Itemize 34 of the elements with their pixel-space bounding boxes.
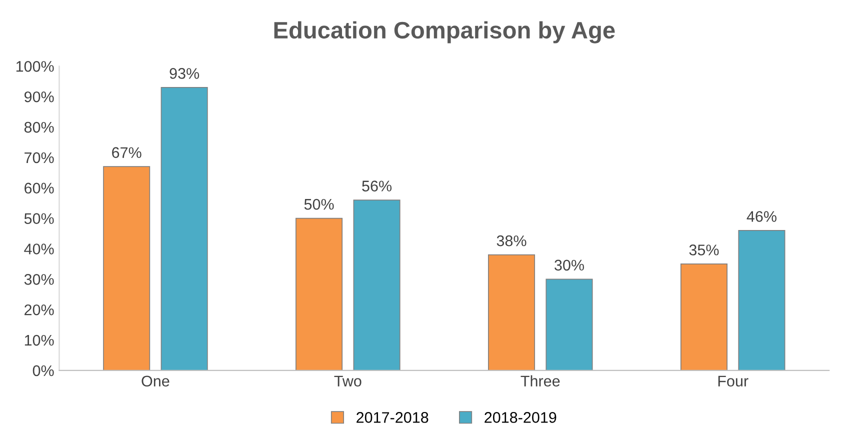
data-label: 46% <box>746 211 776 222</box>
bar <box>738 230 786 370</box>
y-tick-label: 10% <box>24 334 54 346</box>
bar <box>296 218 343 370</box>
x-tick-label: One <box>142 376 170 387</box>
y-tick-label: 0% <box>32 365 54 376</box>
y-tick-label: 50% <box>24 213 54 224</box>
data-label: 56% <box>362 180 392 192</box>
data-label: 50% <box>304 198 334 210</box>
y-tick-label: 40% <box>24 244 54 254</box>
legend-label: 2017-2018 <box>356 412 428 423</box>
y-tick-label: 90% <box>24 91 54 102</box>
bar <box>680 264 728 370</box>
y-tick-label: 20% <box>24 304 54 316</box>
bar <box>546 278 593 370</box>
data-label: 67% <box>112 147 142 158</box>
y-tick-label: 70% <box>24 152 54 164</box>
data-label: 35% <box>689 244 719 256</box>
bar <box>353 200 400 370</box>
y-tick-label: 60% <box>24 182 54 194</box>
legend-label: 2018-2019 <box>484 412 556 423</box>
data-label: 38% <box>496 235 526 246</box>
x-tick-label: Three <box>520 375 560 387</box>
y-tick-label: 80% <box>24 122 54 133</box>
data-label: 30% <box>554 260 584 271</box>
y-tick-label: 30% <box>24 274 54 285</box>
chart-title: Education Comparison by Age <box>274 21 615 44</box>
bar <box>488 254 536 370</box>
bar <box>103 166 150 370</box>
x-tick-label: Two <box>334 376 362 387</box>
y-tick-label: 100% <box>16 61 54 72</box>
bar <box>160 87 208 370</box>
data-label: 93% <box>170 68 200 79</box>
x-tick-label: Four <box>718 376 748 387</box>
